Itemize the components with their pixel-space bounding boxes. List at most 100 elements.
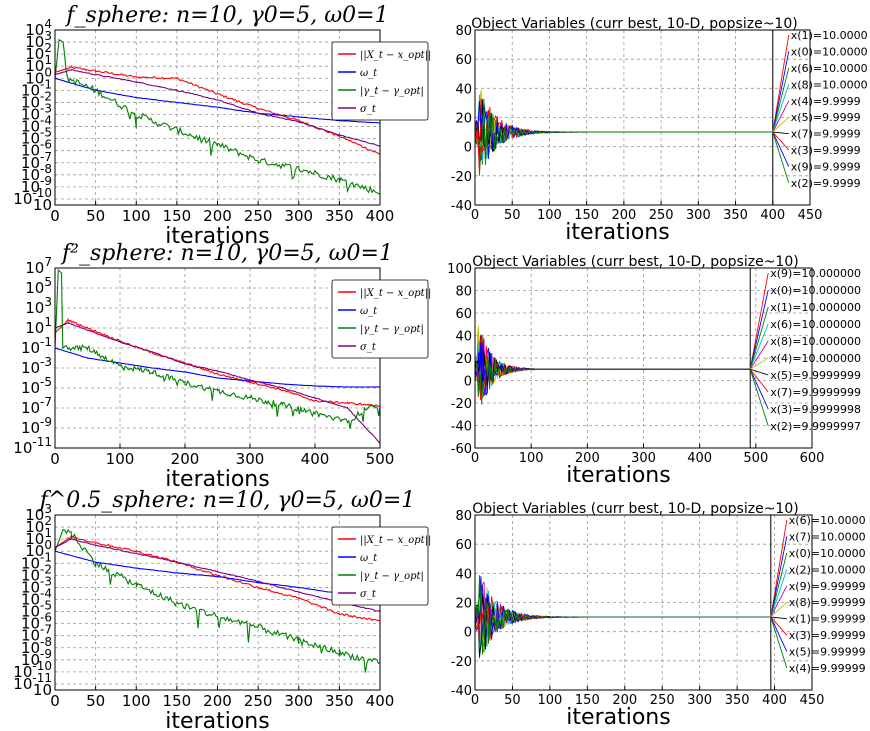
y-tick-label: 20: [455, 597, 472, 612]
x-tick-label: 300: [631, 451, 656, 466]
x-tick-label: 350: [325, 692, 354, 710]
x-tick-label: 350: [325, 207, 354, 225]
annotation-label: x(7)=9.9999999: [770, 386, 861, 399]
x-tick-label: 300: [284, 207, 313, 225]
variable-line: [474, 334, 751, 396]
annotation-label: x(6)=10.000000: [770, 318, 861, 331]
x-tick-label: 400: [760, 208, 785, 223]
annotation-label: x(2)=9.9999997: [770, 420, 861, 433]
y-tick-label: 10-7: [21, 623, 52, 645]
annotation-label: x(7)=9.9999: [791, 128, 861, 141]
y-tick-label: 107: [25, 255, 52, 277]
annotation-label: x(1)=9.99999: [789, 613, 866, 626]
chart-title: f²_sphere: n=10, γ0=5, ω0=1: [60, 241, 393, 266]
y-tick-label: 10-4: [21, 586, 52, 608]
annotation-line: [749, 272, 769, 370]
y-tick-label: 10-5: [21, 126, 52, 148]
legend-entry: |γ_t − γ_opt|: [360, 86, 424, 97]
annotation-line: [772, 131, 790, 167]
x-tick-label: 400: [366, 207, 395, 225]
annotation-line: [770, 552, 788, 618]
annotation-label: x(6)=10.0000: [789, 514, 866, 527]
y-tick-label: 10-7: [21, 395, 52, 417]
x-tick-label: 300: [284, 692, 313, 710]
y-tick-label: 10-8: [21, 635, 52, 657]
x-tick-label: 100: [122, 692, 151, 710]
series-line: [54, 77, 381, 124]
legend-box: [331, 526, 429, 606]
y-tick-label: -20: [451, 655, 472, 670]
variable-line: [474, 593, 771, 657]
annotation-label: x(3)=9.99999: [789, 629, 866, 642]
x-tick-label: 600: [800, 451, 825, 466]
annotation-line: [772, 131, 789, 135]
y-tick-label: 102: [25, 514, 52, 536]
x-tick-label: 100: [537, 208, 562, 223]
x-axis-label: iterations: [165, 709, 269, 731]
series-line: [54, 537, 381, 612]
y-tick-label: 10: [33, 681, 52, 699]
variable-line: [474, 358, 751, 405]
annotation-label: x(3)=9.9999998: [770, 403, 861, 416]
legend-entry: ||X_t − x_opt||: [360, 535, 431, 546]
y-tick-label: 10-1: [21, 77, 52, 99]
y-tick-label: 100: [25, 65, 52, 87]
annotation-label: x(5)=9.9999999: [770, 369, 861, 382]
annotation-label: x(1)=10.0000: [791, 29, 868, 42]
x-tick-label: 50: [86, 692, 105, 710]
y-tick-label: 10-7: [21, 150, 52, 172]
x-tick-label: 400: [301, 450, 330, 468]
annotation-label: x(4)=10.000000: [770, 352, 861, 365]
x-tick-label: 50: [504, 693, 521, 708]
variable-line: [474, 575, 771, 653]
variable-line: [474, 334, 751, 397]
y-tick-label: 104: [25, 17, 52, 39]
x-tick-label: 50: [504, 208, 521, 223]
x-tick-label: 0: [50, 207, 60, 225]
annotation-label: x(8)=9.99999: [789, 596, 866, 609]
x-tick-label: 400: [762, 693, 787, 708]
y-tick-label: 101: [25, 526, 52, 548]
y-tick-label: 10-5: [21, 599, 52, 621]
y-tick-label: 101: [25, 53, 52, 75]
chart-title: Object Variables (curr best, 10-D, popsi…: [472, 254, 798, 270]
x-tick-label: 200: [171, 450, 200, 468]
series-line: [54, 69, 381, 147]
annotation-label: x(0)=10.0000: [789, 547, 866, 560]
y-tick-label: 102: [25, 41, 52, 63]
variable-line: [474, 98, 773, 166]
x-axis-label: iterations: [165, 467, 269, 492]
chart-title: f^0.5_sphere: n=10, γ0=5, ω0=1: [38, 488, 416, 513]
y-tick-label: 10-1: [21, 550, 52, 572]
y-tick-label: 0: [464, 626, 472, 641]
annotation-label: x(5)=9.9999: [791, 111, 861, 124]
y-tick-label: 80: [455, 285, 472, 300]
legend-box: [331, 279, 429, 359]
x-tick-label: 500: [366, 450, 395, 468]
y-tick-label: 0: [464, 141, 472, 156]
legend-entry: σ_t: [360, 104, 377, 115]
y-tick-label: 10-2: [21, 89, 52, 111]
x-tick-label: 450: [798, 208, 823, 223]
annotation-label: x(1)=10.000000: [770, 301, 861, 314]
y-tick-label: 103: [25, 29, 52, 51]
variable-line: [474, 333, 751, 399]
annotation-line: [749, 369, 769, 410]
x-tick-label: 400: [366, 692, 395, 710]
convergence-chart: 0 50 100 150 200 250 300 350 4001041031021011001…: [13, 3, 431, 249]
legend-entry: |γ_t − γ_opt|: [360, 324, 424, 335]
annotation-line: [770, 519, 788, 618]
y-tick-label: -20: [451, 170, 472, 185]
y-tick-label: 10-9: [21, 415, 52, 437]
annotation-label: x(8)=10.0000: [791, 78, 868, 91]
annotation-line: [772, 100, 790, 133]
variable-line: [474, 581, 771, 634]
series-line: [54, 268, 381, 429]
x-tick-label: 150: [163, 692, 192, 710]
x-tick-label: 400: [687, 451, 712, 466]
y-tick-label: 10: [33, 196, 52, 214]
variable-line: [474, 596, 771, 647]
y-tick-label: 10-10: [13, 659, 52, 681]
annotation-line: [750, 368, 769, 376]
convergence-chart: 0 100 200 300 400 500 10710510310110-110-310-5…: [13, 241, 431, 492]
